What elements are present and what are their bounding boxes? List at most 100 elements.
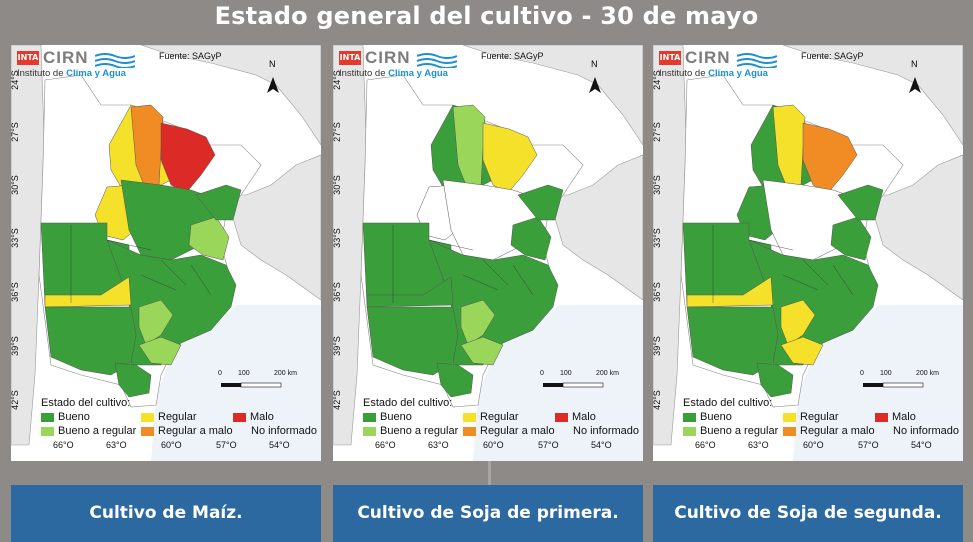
region-entre-rios <box>517 184 564 221</box>
neighbour-country <box>547 154 643 301</box>
scale-label: 100 <box>560 370 572 377</box>
map-svg <box>333 45 643 461</box>
neighbour-country <box>653 45 688 446</box>
neighbour-country <box>225 154 321 301</box>
longitude-label: 54°O <box>591 440 612 450</box>
legend-swatch <box>141 412 154 422</box>
legend-item: Bueno <box>41 411 90 423</box>
region-patagonia-north <box>756 362 794 398</box>
legend-title: Estado del cultivo: <box>41 397 131 409</box>
region-entre-rios <box>837 184 884 221</box>
region-la-pampa-north <box>44 276 132 308</box>
region-north-central <box>130 104 164 191</box>
scale-label: 200 km <box>274 370 297 377</box>
longitude-label: 60°O <box>803 440 824 450</box>
scale-label: 100 <box>880 370 892 377</box>
legend-item: Bueno <box>363 411 412 423</box>
legend-swatch <box>363 426 376 436</box>
latitude-label: 33°S <box>331 228 342 248</box>
legend-swatch <box>141 426 154 436</box>
region-buenos-aires-south <box>780 336 824 366</box>
legend-swatch <box>555 412 568 422</box>
cirn-wordmark: CIRN <box>365 48 411 67</box>
longitude-label: 63°O <box>428 440 449 450</box>
region-patagonia-north <box>114 362 152 398</box>
latitude-label: 36°S <box>651 282 662 302</box>
source-label: Fuente: SAGyP <box>159 51 222 61</box>
latitude-label: 36°S <box>9 282 20 302</box>
legend-item: Bueno a regular <box>41 425 136 437</box>
inta-logo: INTA <box>339 51 361 65</box>
scale: 0 100 200 km <box>538 367 628 387</box>
legend-swatch <box>363 412 376 422</box>
scale-label: 0 <box>218 370 222 377</box>
latitude-label: 42°S <box>331 390 342 410</box>
map-panel: INTA CIRN Instituto de Clima y Agua Fuen… <box>651 45 963 461</box>
longitude-label: 66°O <box>53 440 74 450</box>
legend-swatch <box>783 412 796 422</box>
scale-label: 0 <box>540 370 544 377</box>
scale-label: 0 <box>860 370 864 377</box>
latitude-label: 39°S <box>9 336 20 356</box>
region-la-pampa-north <box>686 276 774 308</box>
scale-label: 100 <box>238 370 250 377</box>
legend-item: Malo <box>233 411 274 423</box>
source-label: Fuente: SAGyP <box>801 51 864 61</box>
legend-swatch <box>875 412 888 422</box>
cirn-logo: INTA CIRN Instituto de Clima y Agua <box>339 48 499 83</box>
boundary-lines <box>712 225 854 303</box>
source-label: Fuente: SAGyP <box>481 51 544 61</box>
legend-swatch <box>463 426 476 436</box>
region-north-east <box>802 122 858 194</box>
latitude-label: 24°S <box>9 70 20 90</box>
legend-item: Bueno a regular <box>363 425 458 437</box>
map-svg <box>653 45 963 461</box>
scale: 0 100 200 km <box>216 367 306 387</box>
legend-item: No informado <box>893 425 960 437</box>
region-buenos-aires-center <box>138 299 174 346</box>
latitude-label: 27°S <box>9 122 20 142</box>
scale-bar <box>240 382 282 388</box>
legend-item: Regular <box>141 411 197 423</box>
legend-item: Bueno <box>683 411 732 423</box>
scale-label: 200 km <box>916 370 939 377</box>
legend-item: No informado <box>573 425 640 437</box>
legend-item: No informado <box>251 425 318 437</box>
region-north-east <box>482 122 538 194</box>
longitude-label: 60°O <box>161 440 182 450</box>
page-title: Estado general del cultivo - 30 de mayo <box>214 2 759 30</box>
panel-caption: Cultivo de Maíz. <box>11 485 321 542</box>
region-entre-rios <box>195 184 242 221</box>
legend-item: Bueno a regular <box>683 425 778 437</box>
north-label: N <box>269 59 276 69</box>
longitude-label: 66°O <box>375 440 396 450</box>
north-arrow-icon <box>589 77 601 93</box>
legend-item: Regular <box>463 411 519 423</box>
legend-item: Regular <box>783 411 839 423</box>
latitude-label: 27°S <box>651 122 662 142</box>
longitude-label: 57°O <box>216 440 237 450</box>
legend-swatch <box>463 412 476 422</box>
longitude-label: 57°O <box>858 440 879 450</box>
map-legend: Estado del cultivo: Bueno Regular Malo B… <box>363 397 639 439</box>
map-legend: Estado del cultivo: Bueno Regular Malo B… <box>41 397 317 439</box>
latitude-label: 30°S <box>9 175 20 195</box>
latitude-label: 33°S <box>651 228 662 248</box>
latitude-label: 36°S <box>331 282 342 302</box>
latitude-label: 39°S <box>331 336 342 356</box>
legend-swatch <box>41 412 54 422</box>
neighbour-country <box>333 45 368 446</box>
legend-item: Regular a malo <box>783 425 875 437</box>
scale-bar <box>882 382 924 388</box>
legend-swatch <box>41 426 54 436</box>
legend-title: Estado del cultivo: <box>683 397 773 409</box>
latitude-label: 39°S <box>651 336 662 356</box>
north-label: N <box>911 59 918 69</box>
cirn-wordmark: CIRN <box>685 48 731 67</box>
neighbour-country <box>11 45 46 446</box>
waves-icon <box>95 53 135 68</box>
cirn-wordmark: CIRN <box>43 48 89 67</box>
map-panel: INTA CIRN Instituto de Clima y Agua Fuen… <box>9 45 321 461</box>
map-svg <box>11 45 321 461</box>
region-patagonia-north <box>436 362 474 398</box>
